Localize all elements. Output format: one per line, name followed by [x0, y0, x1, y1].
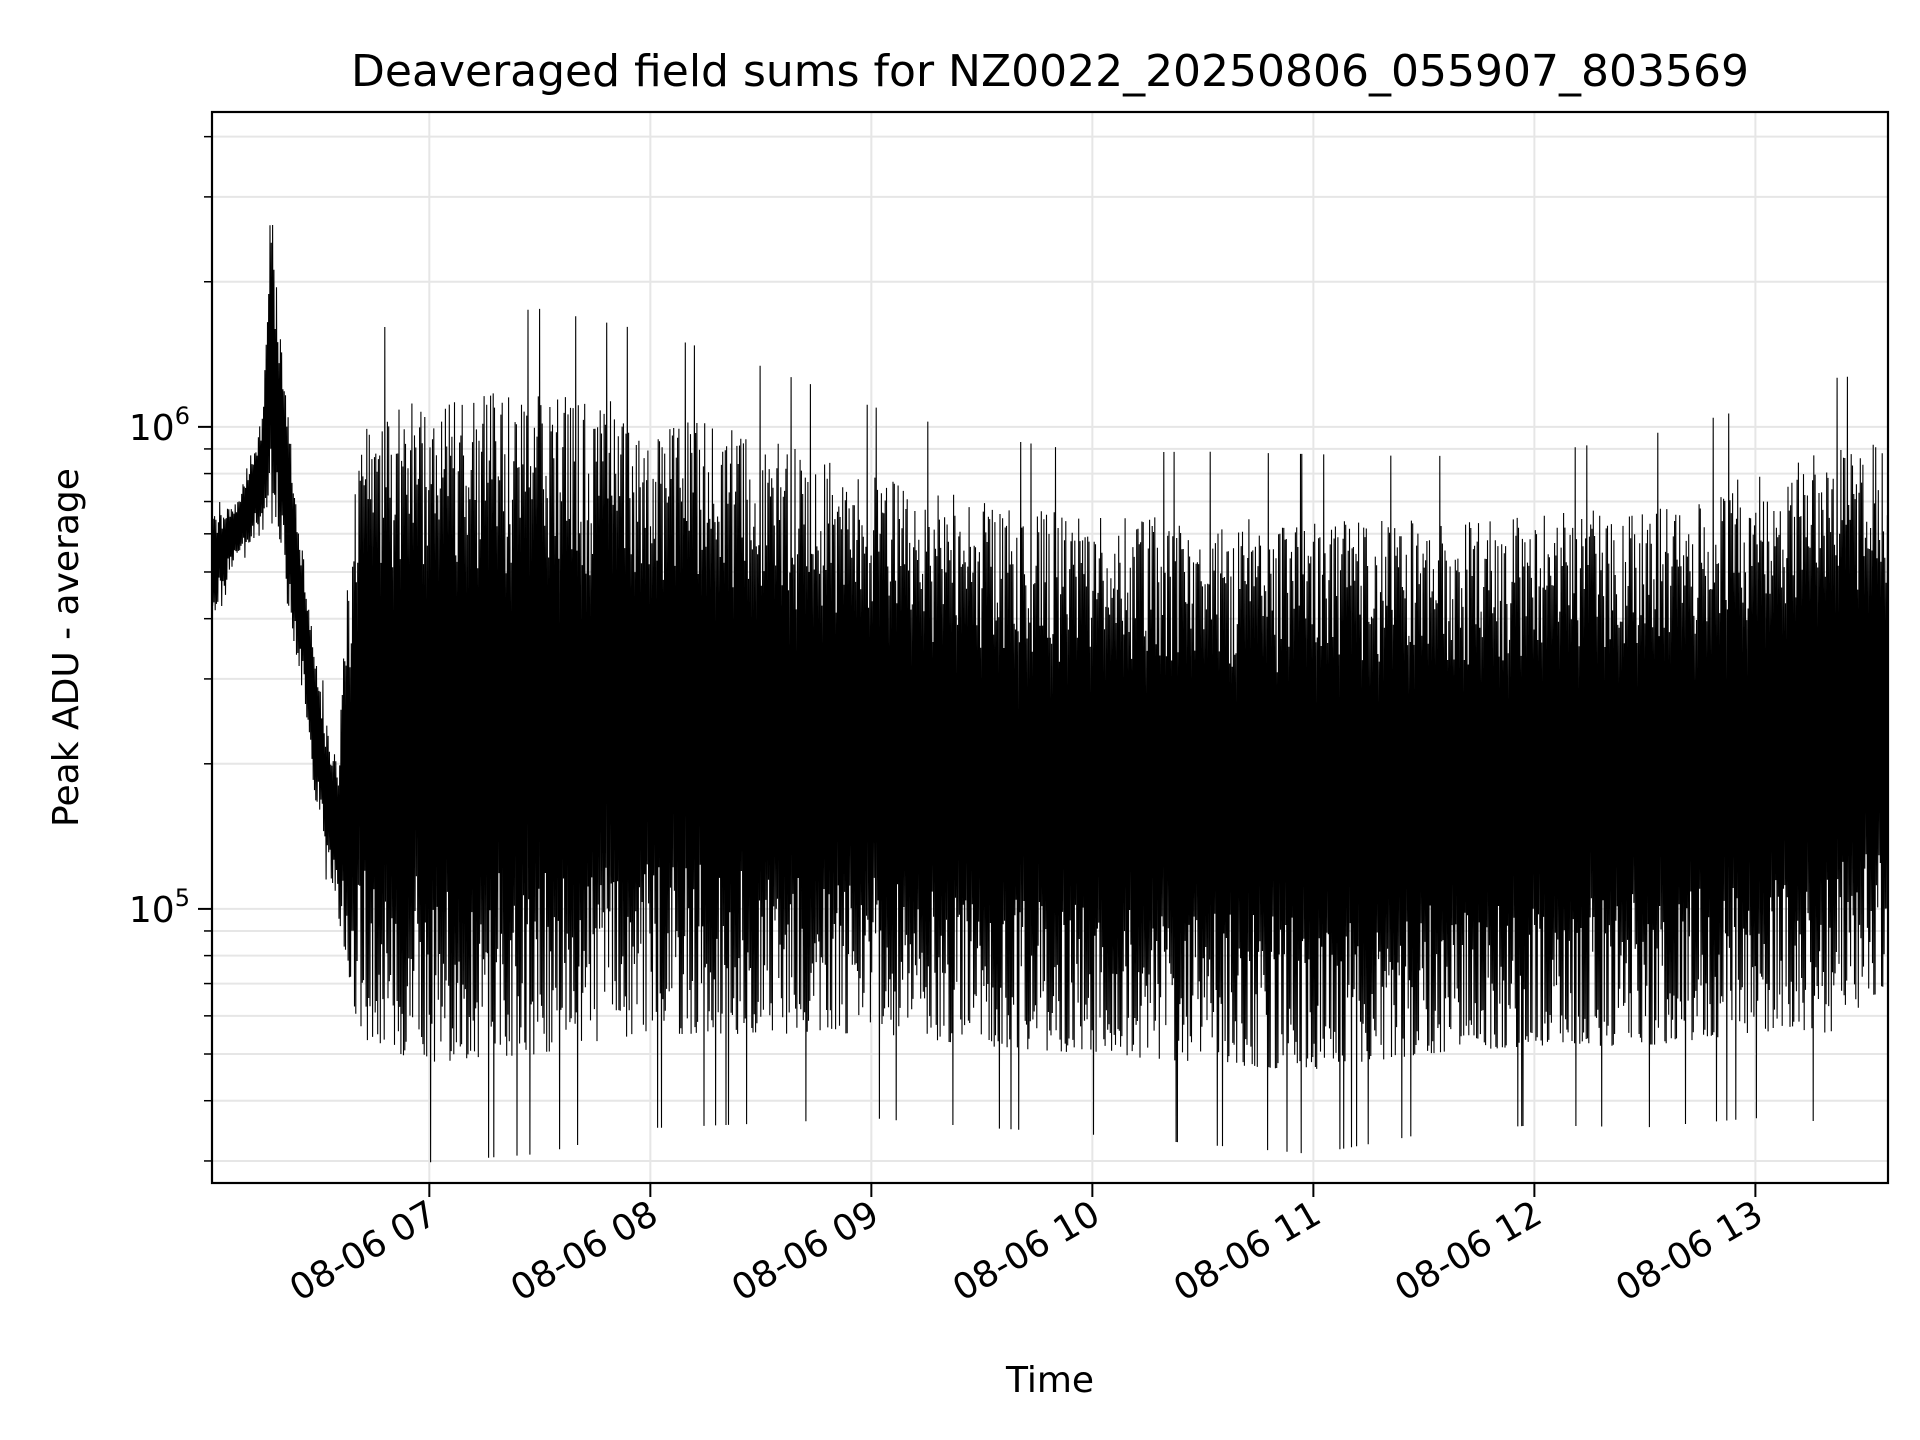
y-tick-label: 105 — [129, 884, 190, 931]
y-axis-label: Peak ADU - average — [46, 468, 87, 827]
x-axis-label: Time — [1005, 1360, 1094, 1401]
series-line — [211, 224, 1889, 1163]
series-layer — [211, 224, 1889, 1163]
plot-frame — [210, 110, 1890, 1185]
y-tick-label: 106 — [129, 402, 190, 449]
chart-title: Deaveraged field sums for NZ0022_2025080… — [351, 46, 1749, 97]
